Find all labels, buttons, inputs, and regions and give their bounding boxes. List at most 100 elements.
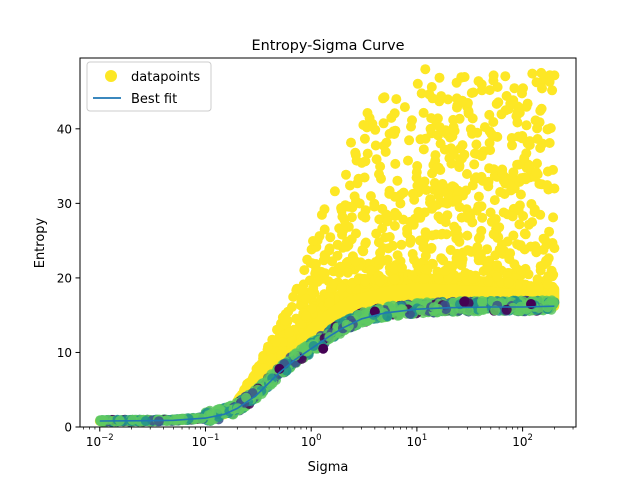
datapoint xyxy=(370,140,381,151)
datapoint xyxy=(365,191,376,202)
datapoint xyxy=(425,194,436,205)
datapoint xyxy=(266,353,277,364)
datapoint xyxy=(381,137,392,148)
axes-frame xyxy=(79,57,577,428)
datapoint xyxy=(377,223,388,234)
datapoint xyxy=(362,148,373,159)
legend-label-datapoints: datapoints xyxy=(131,70,200,85)
legend-label-best-fit: Best fit xyxy=(131,92,177,107)
datapoint xyxy=(503,277,514,288)
y-tick-label: 30 xyxy=(57,197,72,211)
datapoint xyxy=(549,183,560,194)
datapoint xyxy=(485,145,496,156)
datapoint xyxy=(488,117,499,127)
datapoint xyxy=(518,211,529,221)
datapoint xyxy=(277,337,288,348)
datapoint xyxy=(488,229,499,240)
datapoint xyxy=(507,140,517,151)
datapoint xyxy=(415,235,425,246)
datapoint xyxy=(434,72,445,83)
datapoint xyxy=(350,147,361,158)
datapoint xyxy=(509,83,520,94)
datapoint xyxy=(397,262,407,273)
datapoint xyxy=(527,68,538,79)
datapoint xyxy=(519,153,530,164)
datapoint xyxy=(318,343,329,354)
datapoint xyxy=(349,191,360,202)
datapoint xyxy=(288,291,299,302)
datapoint xyxy=(484,85,495,96)
datapoint xyxy=(406,121,416,132)
datapoint xyxy=(461,185,471,196)
datapoint xyxy=(541,255,552,266)
datapoint xyxy=(451,224,462,235)
datapoint xyxy=(418,107,429,118)
datapoint xyxy=(483,276,494,287)
datapoint xyxy=(532,134,543,144)
datapoint xyxy=(500,71,511,82)
datapoint xyxy=(469,159,480,170)
datapoint xyxy=(548,212,559,223)
datapoint xyxy=(463,305,474,316)
datapoint xyxy=(391,94,402,105)
datapoint xyxy=(376,173,386,184)
datapoint xyxy=(407,270,418,281)
datapoint xyxy=(403,155,413,166)
datapoint xyxy=(426,243,437,254)
datapoint xyxy=(426,82,437,92)
datapoint xyxy=(492,260,503,271)
datapoint xyxy=(404,308,415,319)
datapoint xyxy=(353,310,364,320)
datapoint xyxy=(360,276,370,287)
datapoint xyxy=(426,113,437,124)
datapoint xyxy=(434,122,445,133)
datapoint xyxy=(494,244,505,255)
datapoint xyxy=(351,228,361,239)
datapoint xyxy=(346,212,357,223)
best-fit-line xyxy=(99,305,555,422)
datapoint xyxy=(287,302,297,312)
datapoint xyxy=(259,363,270,374)
datapoint xyxy=(462,230,473,241)
datapoint xyxy=(390,158,401,169)
datapoint xyxy=(459,149,470,160)
datapoint xyxy=(297,285,308,296)
datapoint xyxy=(389,274,400,285)
datapoint xyxy=(302,254,313,265)
datapoint xyxy=(369,201,380,212)
datapoint xyxy=(284,327,295,338)
scatter-points xyxy=(94,64,560,427)
datapoint xyxy=(432,163,442,174)
datapoint xyxy=(459,296,470,307)
datapoint xyxy=(420,227,431,238)
datapoint xyxy=(476,201,487,212)
datapoint xyxy=(214,403,225,414)
datapoint xyxy=(495,187,506,197)
legend: datapoints Best fit xyxy=(86,61,212,112)
datapoint xyxy=(515,240,526,251)
datapoint xyxy=(531,167,542,178)
datapoint xyxy=(311,265,321,276)
datapoint xyxy=(324,297,335,308)
datapoint xyxy=(428,201,439,212)
datapoint xyxy=(453,185,464,196)
datapoint xyxy=(440,265,450,276)
datapoint xyxy=(430,150,441,161)
datapoint xyxy=(467,113,478,124)
datapoint xyxy=(332,239,343,250)
datapoint xyxy=(402,224,413,235)
datapoint xyxy=(504,254,515,264)
datapoint xyxy=(536,67,547,78)
datapoint xyxy=(491,98,502,109)
datapoint xyxy=(520,229,531,240)
datapoint xyxy=(419,273,430,284)
datapoint xyxy=(425,123,436,134)
datapoint xyxy=(337,229,347,240)
datapoint xyxy=(537,83,547,94)
datapoint xyxy=(409,194,420,205)
datapoint xyxy=(494,222,505,233)
datapoint xyxy=(542,302,553,313)
datapoint xyxy=(471,139,482,150)
datapoint xyxy=(299,265,310,276)
datapoint xyxy=(329,186,340,197)
